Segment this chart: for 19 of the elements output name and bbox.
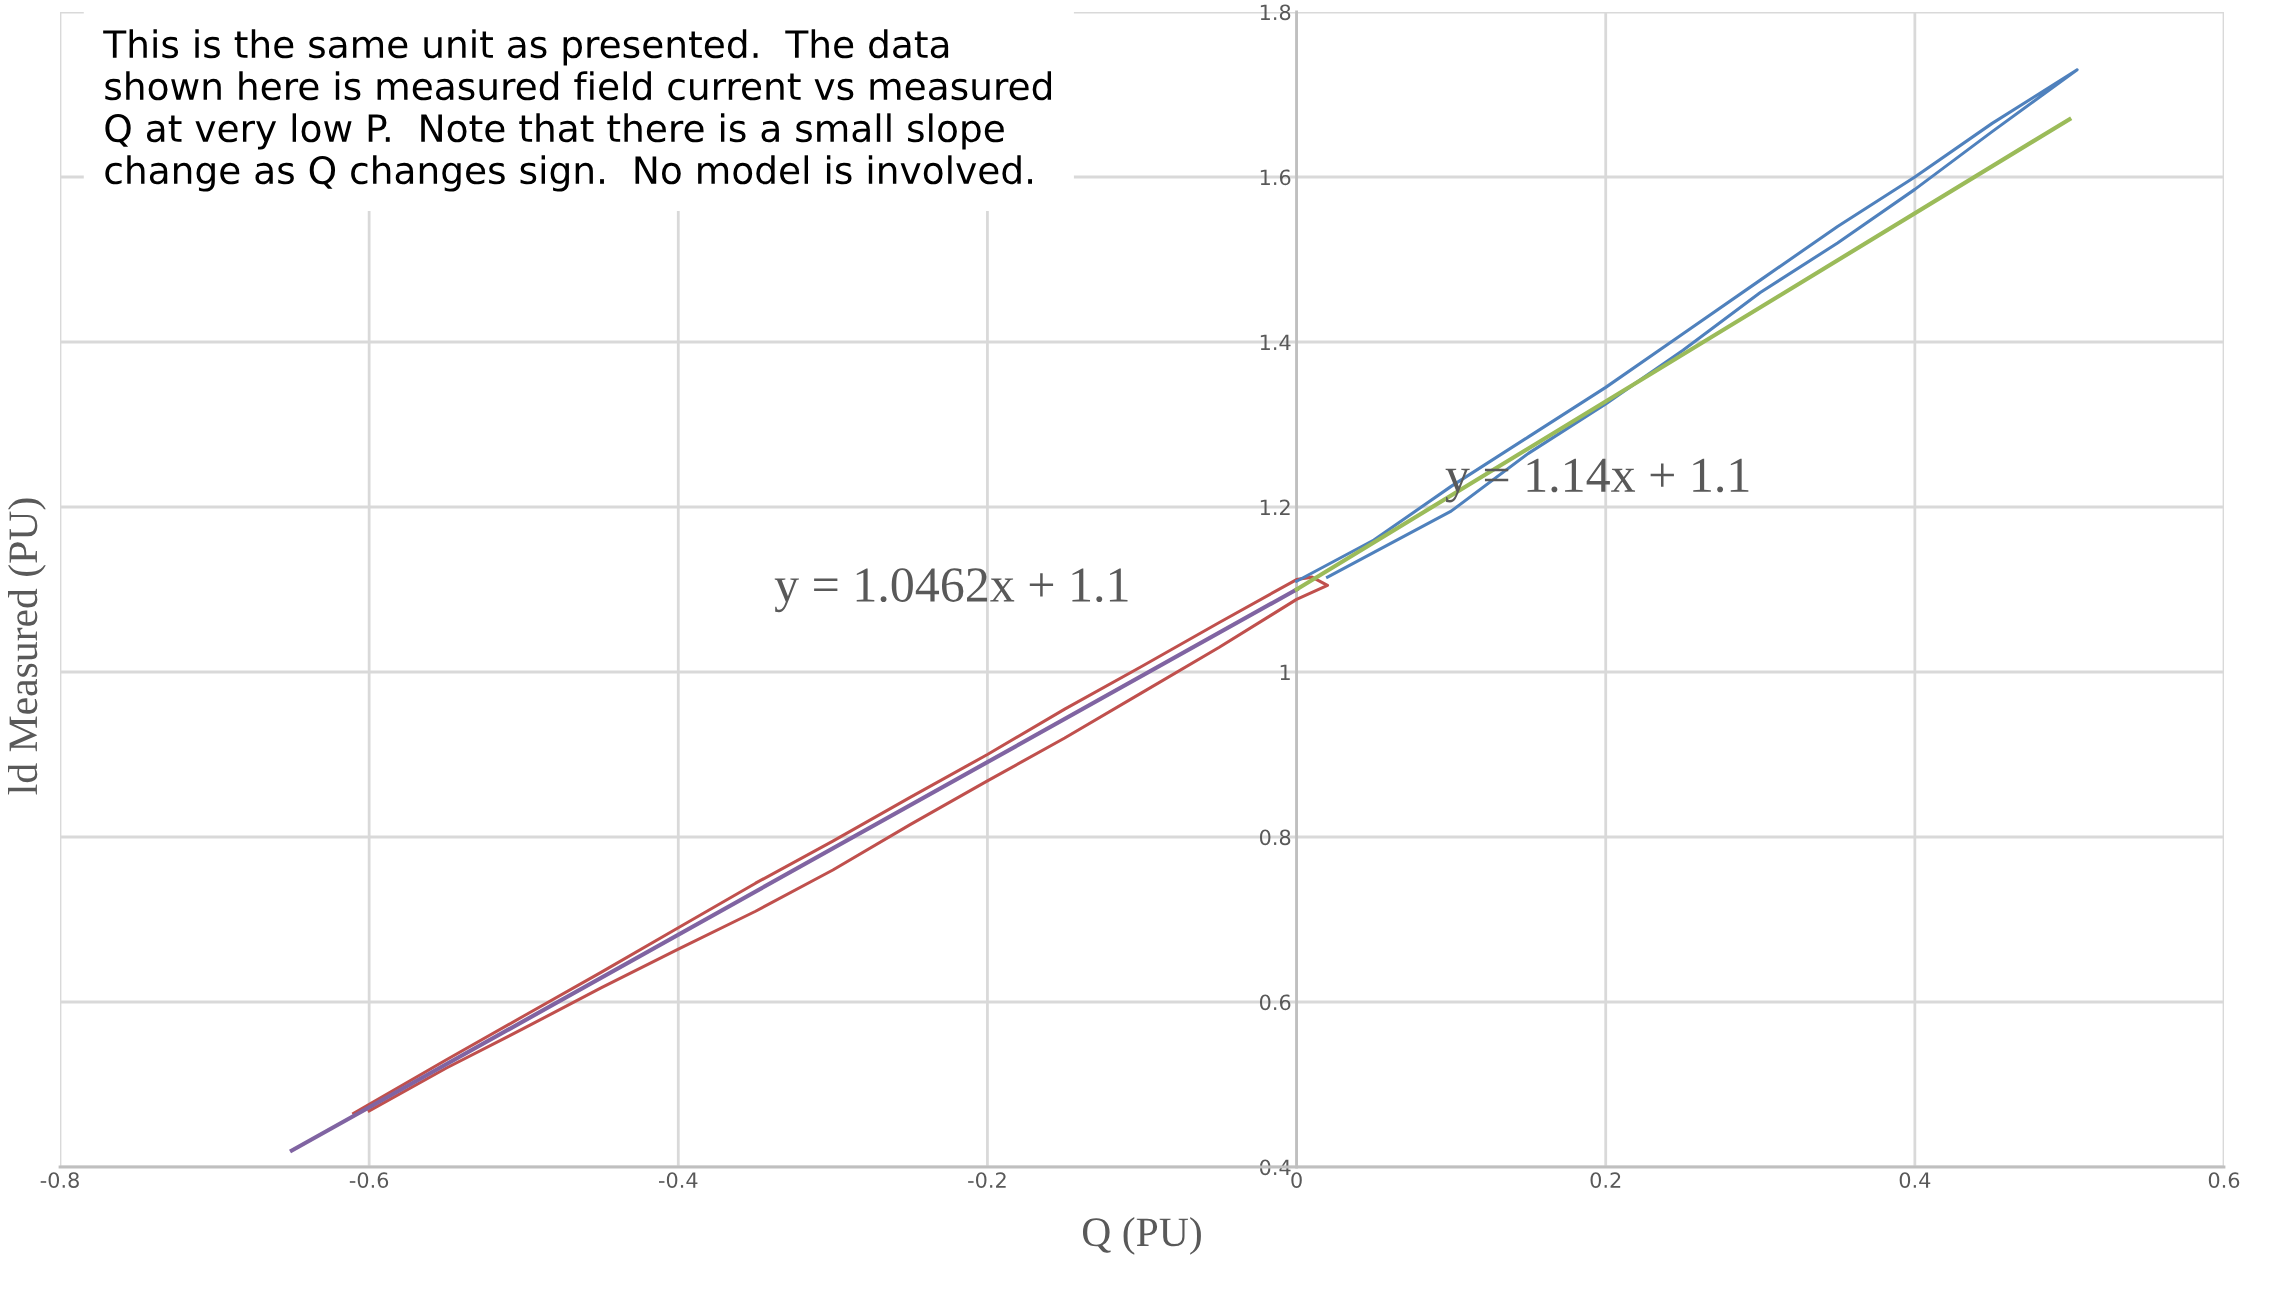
y-tick-label: 0.6 <box>1259 994 1291 1011</box>
y-axis-title: ld Measured (PU) <box>8 498 46 795</box>
y-tick-label: 0.8 <box>1259 829 1291 846</box>
x-axis-title: Q (PU) <box>1082 1217 1201 1255</box>
x-tick-label: 0.4 <box>1899 1172 1931 1188</box>
y-tick-label: 1 <box>1280 664 1290 680</box>
x-tick-label: 0.2 <box>1590 1172 1621 1188</box>
y-tick-label: 1.4 <box>1260 334 1291 350</box>
x-tick-label: 0 <box>1291 1172 1302 1188</box>
x-tick-label: -0.8 <box>40 1172 79 1188</box>
x-tick-label: -0.2 <box>968 1172 1006 1188</box>
y-tick-label: 1.8 <box>1260 4 1291 21</box>
y-tick-label: 1.2 <box>1260 499 1290 515</box>
x-tick-label: -0.4 <box>658 1172 698 1188</box>
x-tick-label: -0.6 <box>349 1172 389 1188</box>
annotation: This is the same unit as presented. The data shown here is measured field current vs measured Q at very low P. Note that there is a small slope change as Q changes sign. No model is involved. <box>103 29 1052 192</box>
annotation: y = 1.0462x + 1.1 <box>774 568 1128 613</box>
x-tick-label: 0.6 <box>2208 1172 2240 1188</box>
y-tick-label: 1.6 <box>1260 169 1291 186</box>
